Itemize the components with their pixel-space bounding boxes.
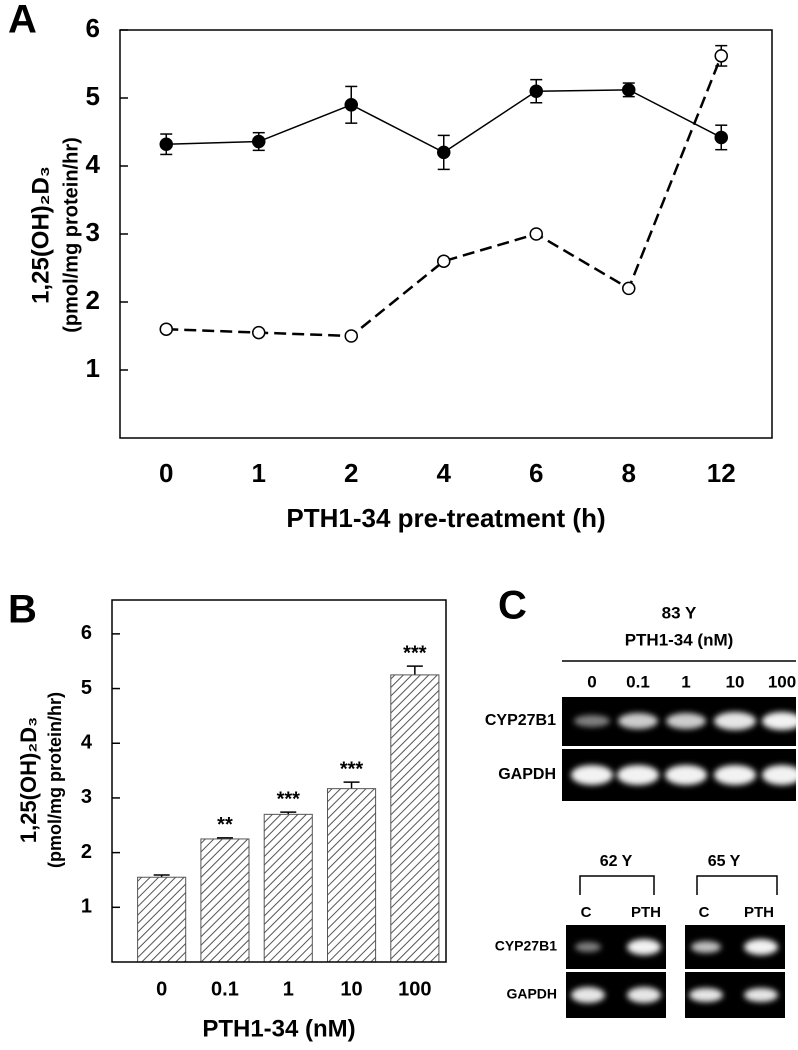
gel-bands bbox=[571, 712, 798, 785]
y-tick-label: 5 bbox=[81, 677, 92, 699]
y-tick-label: 2 bbox=[81, 841, 92, 863]
x-tick-label: 0 bbox=[159, 458, 173, 488]
marker bbox=[252, 134, 266, 149]
y-tick-label: 4 bbox=[81, 732, 93, 754]
bracket bbox=[696, 875, 778, 895]
row-label: CYP27B1 bbox=[495, 938, 557, 954]
lane-label: C bbox=[581, 904, 592, 921]
marker bbox=[344, 329, 358, 343]
marker bbox=[622, 83, 636, 97]
significance-label: ** bbox=[217, 814, 233, 836]
y-axis-label: (pmol/mg protein/hr) bbox=[45, 692, 65, 868]
y-tick-label: 2 bbox=[86, 285, 100, 315]
row-label: GAPDH bbox=[498, 766, 556, 783]
bar bbox=[137, 876, 187, 963]
y-axis-label: 1,25(OH)₂D₃ bbox=[27, 166, 54, 304]
significance-label: *** bbox=[403, 642, 427, 664]
panel-letter: A bbox=[8, 0, 37, 42]
treatment-label: PTH1-34 (nM) bbox=[625, 630, 734, 649]
x-tick-label: 8 bbox=[622, 458, 636, 488]
x-tick-label: 10 bbox=[340, 978, 362, 1000]
x-axis-label: PTH1-34 pre-treatment (h) bbox=[286, 503, 605, 533]
x-tick-label: 6 bbox=[529, 458, 543, 488]
bracket bbox=[579, 875, 655, 895]
bar bbox=[326, 788, 377, 963]
significance-label: *** bbox=[277, 788, 301, 810]
panel-letter: B bbox=[8, 588, 37, 632]
lane-label: 0 bbox=[587, 672, 596, 691]
marker bbox=[159, 137, 173, 151]
bar bbox=[390, 674, 440, 963]
y-axis-label: 1,25(OH)₂D₃ bbox=[16, 717, 41, 843]
lane-label: 10 bbox=[726, 672, 745, 691]
plot-frame bbox=[119, 29, 773, 439]
x-tick-label: 1 bbox=[283, 978, 294, 1000]
x-tick-label: 100 bbox=[398, 978, 431, 1000]
marker bbox=[344, 98, 358, 112]
marker bbox=[714, 130, 728, 145]
x-tick-label: 0.1 bbox=[211, 978, 239, 1000]
x-tick-label: 2 bbox=[344, 458, 358, 488]
lane-label: 100 bbox=[768, 672, 796, 691]
row-label: GAPDH bbox=[506, 986, 557, 1002]
marker bbox=[437, 254, 451, 268]
y-tick-label: 5 bbox=[86, 81, 100, 111]
marker bbox=[714, 49, 728, 63]
plot-frame bbox=[111, 599, 447, 963]
panel-c: C 83 Y PTH1-34 (nM) 0 0.1 1 10 100 CYP27… bbox=[485, 584, 798, 1018]
marker bbox=[437, 145, 451, 160]
marker bbox=[252, 325, 266, 340]
x-tick-label: 0 bbox=[156, 978, 167, 1000]
lane-label: 0.1 bbox=[626, 672, 650, 691]
y-tick-label: 6 bbox=[86, 13, 100, 43]
group-label: 65 Y bbox=[708, 853, 741, 870]
panel-letter: C bbox=[498, 584, 527, 628]
marker bbox=[159, 322, 173, 336]
bar bbox=[263, 813, 313, 963]
x-axis-label: PTH1-34 (nM) bbox=[202, 1015, 355, 1042]
x-tick-label: 4 bbox=[437, 458, 452, 488]
y-tick-label: 4 bbox=[86, 149, 101, 179]
marker bbox=[529, 84, 543, 98]
marker bbox=[529, 227, 543, 241]
marker bbox=[622, 281, 636, 296]
row-label: CYP27B1 bbox=[485, 712, 556, 729]
group-label: 62 Y bbox=[600, 853, 633, 870]
lane-label: PTH bbox=[631, 904, 661, 921]
series-line bbox=[166, 55, 723, 338]
y-tick-label: 1 bbox=[81, 896, 92, 918]
y-tick-label: 1 bbox=[86, 353, 100, 383]
y-tick-label: 3 bbox=[81, 786, 92, 808]
bar bbox=[200, 838, 250, 963]
x-tick-label: 12 bbox=[707, 458, 736, 488]
y-tick-label: 6 bbox=[81, 622, 92, 644]
lane-label: 1 bbox=[681, 672, 690, 691]
y-tick-label: 3 bbox=[86, 217, 100, 247]
significance-label: *** bbox=[340, 758, 364, 780]
lane-label: C bbox=[699, 904, 710, 921]
group-label: 83 Y bbox=[662, 603, 697, 622]
y-axis-label: (pmol/mg protein/hr) bbox=[60, 137, 82, 333]
lane-label: PTH bbox=[744, 904, 774, 921]
x-tick-label: 1 bbox=[252, 458, 266, 488]
gel-bands bbox=[571, 939, 778, 1003]
